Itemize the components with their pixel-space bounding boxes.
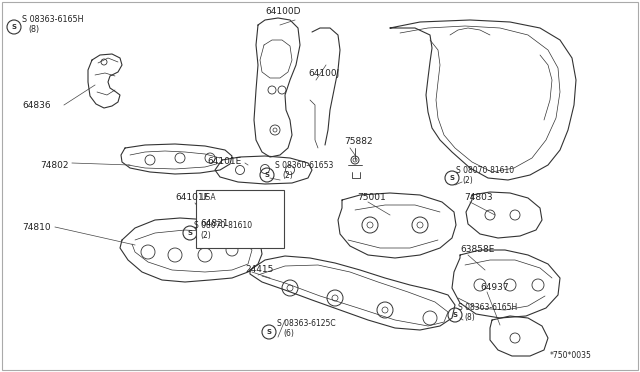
Text: 24415: 24415 bbox=[245, 265, 273, 274]
Text: 63858E: 63858E bbox=[460, 245, 494, 254]
Text: S: S bbox=[188, 230, 193, 236]
Text: 74803: 74803 bbox=[464, 193, 493, 202]
Text: 75001: 75001 bbox=[357, 193, 386, 202]
Text: *750*0035: *750*0035 bbox=[550, 351, 592, 360]
Text: 74802: 74802 bbox=[40, 161, 68, 170]
Text: S 08070-81610: S 08070-81610 bbox=[194, 221, 252, 230]
Text: 64100J: 64100J bbox=[308, 69, 339, 78]
Text: (2): (2) bbox=[282, 171, 292, 180]
Text: (6): (6) bbox=[283, 329, 294, 338]
Text: (8): (8) bbox=[28, 25, 39, 34]
Text: S 08360-61653: S 08360-61653 bbox=[275, 161, 333, 170]
Text: (8): (8) bbox=[464, 313, 475, 322]
Text: S: S bbox=[12, 24, 17, 30]
Text: 74810: 74810 bbox=[22, 223, 51, 232]
Text: 75882: 75882 bbox=[344, 137, 372, 146]
Text: S 08363-6125C: S 08363-6125C bbox=[277, 319, 335, 328]
Text: 64821: 64821 bbox=[200, 219, 228, 228]
Bar bbox=[196, 190, 284, 248]
Text: USA: USA bbox=[200, 193, 216, 202]
Text: S 08363-6165H: S 08363-6165H bbox=[458, 303, 517, 312]
Text: 64836: 64836 bbox=[22, 101, 51, 110]
Text: S: S bbox=[264, 172, 269, 178]
Text: 64101F: 64101F bbox=[175, 193, 209, 202]
Text: 64100D: 64100D bbox=[265, 7, 301, 16]
Text: 64937: 64937 bbox=[480, 283, 509, 292]
Text: S: S bbox=[266, 329, 271, 335]
Text: S 08070-81610: S 08070-81610 bbox=[456, 166, 514, 175]
Text: 64101E: 64101E bbox=[207, 157, 241, 166]
Text: S 08363-6165H: S 08363-6165H bbox=[22, 15, 83, 24]
Text: S: S bbox=[452, 312, 458, 318]
Text: (2): (2) bbox=[200, 231, 211, 240]
Text: S: S bbox=[449, 175, 454, 181]
Text: (2): (2) bbox=[462, 176, 473, 185]
